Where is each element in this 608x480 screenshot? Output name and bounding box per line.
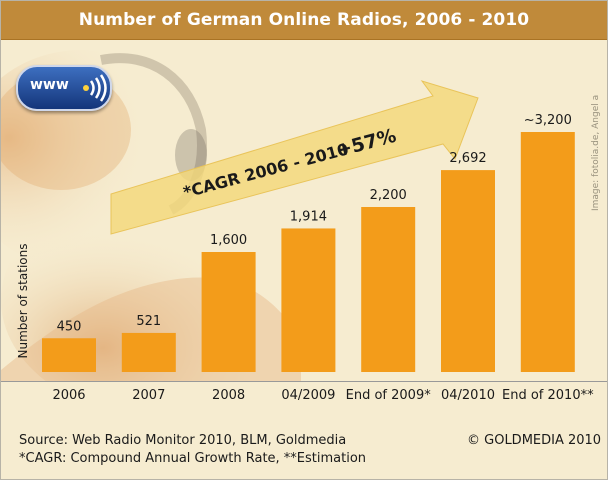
x-tick-label: 2008	[212, 388, 245, 403]
broadcast-waves-icon	[83, 74, 107, 102]
www-badge-text: www	[30, 77, 69, 93]
cagr-arrow	[110, 80, 479, 235]
www-badge: www	[16, 65, 112, 111]
copyright-text: © GOLDMEDIA 2010	[467, 433, 602, 448]
value-label: 521	[136, 314, 161, 329]
value-label: 2,692	[449, 151, 486, 166]
bar-2007	[121, 332, 176, 372]
source-text: Source: Web Radio Monitor 2010, BLM, Gol…	[19, 433, 347, 448]
title-bar: Number of German Online Radios, 2006 - 2…	[1, 1, 607, 40]
x-tick-label: 04/2010	[441, 388, 495, 403]
value-label: 1,914	[290, 209, 327, 224]
bar-end-of-2010	[520, 132, 575, 372]
bar-04-2010	[441, 170, 495, 372]
footer-divider	[1, 381, 607, 382]
x-tick-label: 04/2009	[281, 388, 335, 403]
x-tick-label: 2006	[52, 388, 85, 403]
footnote-text: *CAGR: Compound Annual Growth Rate, **Es…	[19, 451, 367, 466]
value-label: 1,600	[210, 233, 247, 248]
x-tick-label: End of 2009*	[346, 388, 432, 403]
y-axis-label: Number of stations	[16, 244, 30, 359]
bar-2006	[42, 338, 96, 372]
value-label: ~3,200	[524, 113, 572, 128]
value-label: 2,200	[370, 188, 407, 203]
x-tick-label: End of 2010**	[502, 388, 594, 403]
chart-title: Number of German Online Radios, 2006 - 2…	[78, 10, 530, 30]
bar-2008	[201, 252, 256, 372]
bar-04-2009	[281, 228, 336, 372]
x-tick-label: 2007	[132, 388, 165, 403]
value-label: 450	[57, 319, 82, 334]
bar-end-of-2009	[361, 207, 416, 372]
